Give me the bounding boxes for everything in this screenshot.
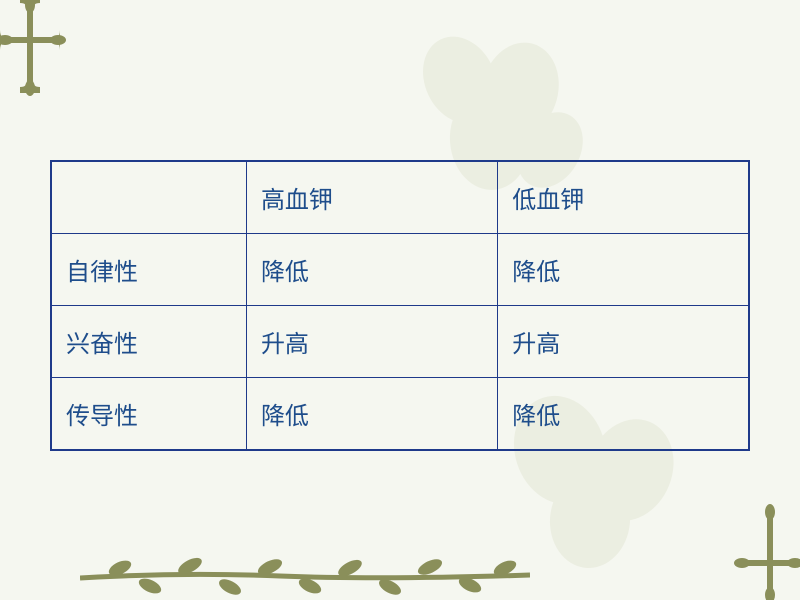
row-label: 传导性	[51, 378, 246, 451]
cell-value: 降低	[246, 234, 497, 306]
comparison-table: 高血钾 低血钾 自律性 降低 降低 兴奋性 升高 升高 传导性 降低 降低	[50, 160, 750, 451]
corner-decoration-top-left	[0, 0, 120, 120]
row-label: 自律性	[51, 234, 246, 306]
table-header-row: 高血钾 低血钾	[51, 161, 749, 234]
header-cell-low-k: 低血钾	[498, 161, 749, 234]
cell-value: 降低	[498, 234, 749, 306]
table-row: 兴奋性 升高 升高	[51, 306, 749, 378]
header-cell-blank	[51, 161, 246, 234]
row-label: 兴奋性	[51, 306, 246, 378]
table-row: 传导性 降低 降低	[51, 378, 749, 451]
cell-value: 降低	[498, 378, 749, 451]
table-row: 自律性 降低 降低	[51, 234, 749, 306]
olive-branch-bottom	[80, 550, 530, 600]
cell-value: 升高	[246, 306, 497, 378]
header-cell-high-k: 高血钾	[246, 161, 497, 234]
cell-value: 升高	[498, 306, 749, 378]
corner-decoration-bottom-right	[680, 480, 800, 600]
cell-value: 降低	[246, 378, 497, 451]
